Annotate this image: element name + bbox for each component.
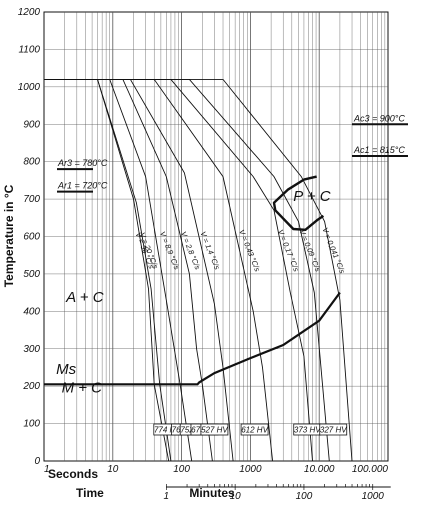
hardness-box	[319, 423, 348, 436]
critical-temp-label: Ar3 = 780°C	[57, 158, 108, 168]
y-tick-label: 1000	[18, 82, 41, 93]
hardness-value: 327 HV	[320, 426, 347, 435]
region-label: M + C	[62, 380, 103, 397]
pearlite-region-boundary	[272, 175, 325, 231]
region-label: A + C	[65, 289, 104, 306]
y-tick-labels: 0 100 200 300 400 500 600 700 800 900 1000 1100 1200	[18, 7, 41, 467]
critical-temperature-labels: Ac3 = 900°C Ac1 = 815°C Ar3 = 780°C Ar1 = 7…	[57, 113, 408, 193]
minutes-tick-label: 100	[296, 491, 313, 502]
critical-temp-label: Ac3 = 900°C	[353, 113, 405, 123]
region-label: P + C	[293, 188, 331, 205]
y-tick-label: 1100	[18, 44, 40, 55]
y-tick-label: 600	[23, 232, 40, 243]
x-tick-label: 1000	[239, 464, 262, 475]
y-tick-label: 800	[23, 157, 40, 168]
hardness-box	[240, 423, 269, 436]
x-tick-labels: 1 10 100 1000 10.000 100.000	[44, 464, 388, 475]
hardness-value: 527 HV	[201, 426, 228, 435]
minutes-tick-label: 1000	[362, 491, 385, 502]
region-labels: A + C P + C Ms M + C	[56, 188, 331, 397]
y-tick-label: 500	[23, 269, 40, 280]
hardness-value: 373 HV	[294, 426, 321, 435]
region-label: Ms	[56, 361, 76, 378]
x-tick-label: 1	[44, 464, 50, 475]
critical-temp-label: Ar1 = 720°C	[57, 181, 108, 191]
y-tick-label: 700	[23, 194, 40, 205]
y-tick-label: 100	[23, 419, 40, 430]
y-tick-label: 300	[23, 344, 40, 355]
time-axis: 1 10 100 1000	[164, 484, 391, 502]
cooling-curve	[44, 78, 353, 461]
y-tick-label: 200	[22, 381, 40, 392]
hardness-value: 774 HV	[154, 426, 181, 435]
critical-temp-label: Ac1 = 815°C	[353, 145, 405, 155]
hardness-value: 612 HV	[241, 426, 268, 435]
ms-line	[44, 291, 341, 386]
y-tick-label: 400	[23, 306, 40, 317]
y-tick-label: 0	[34, 456, 40, 467]
y-tick-label: 1200	[18, 7, 41, 18]
hardness-box	[200, 423, 229, 436]
x-tick-label: 100	[173, 464, 190, 475]
minutes-label: Minutes	[189, 486, 235, 500]
y-tick-label: 900	[23, 119, 40, 130]
x-axis-label: Seconds	[48, 467, 98, 481]
x-tick-label: 100.000	[352, 464, 389, 475]
minutes-tick-label: 1	[164, 491, 170, 502]
minutes-tick-label: 10	[230, 491, 242, 502]
y-axis-label: Temperature in °C	[2, 184, 16, 287]
time-axis-label: Time	[76, 486, 104, 500]
x-tick-label: 10	[107, 464, 119, 475]
x-tick-label: 10.000	[304, 464, 335, 475]
